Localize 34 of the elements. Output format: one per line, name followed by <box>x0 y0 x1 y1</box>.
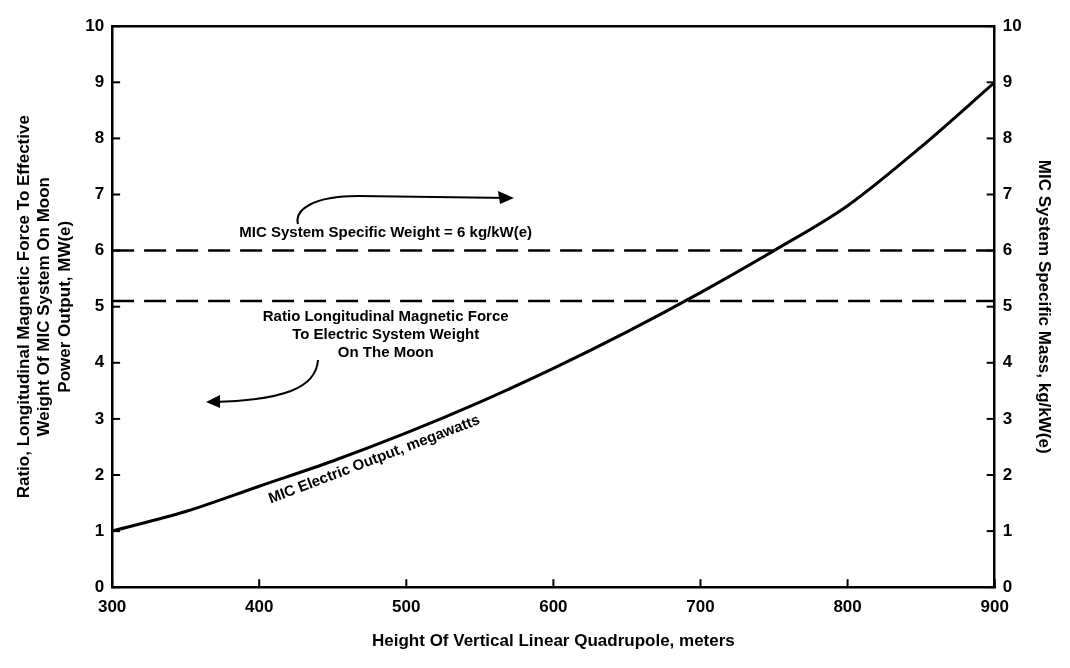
y2-tick-label: 2 <box>1002 464 1013 484</box>
y2-tick-label: 0 <box>1002 576 1013 596</box>
x-tick-label: 500 <box>392 597 421 617</box>
x-tick-label: 400 <box>245 597 274 617</box>
x-tick-label: 700 <box>686 597 715 617</box>
y-tick-label: 1 <box>94 520 105 540</box>
x-axis-title: Height Of Vertical Linear Quadrupole, meters <box>372 631 735 651</box>
y2-tick-label: 10 <box>1002 15 1022 35</box>
y-tick-label: 5 <box>94 296 105 316</box>
y-tick-label: 8 <box>94 128 105 148</box>
y2-tick-label: 1 <box>1002 520 1013 540</box>
y2-tick-label: 3 <box>1002 408 1013 428</box>
y2-tick-label: 8 <box>1002 128 1013 148</box>
y-tick-label: 10 <box>85 15 105 35</box>
y-tick-label: 0 <box>94 576 105 596</box>
y2-tick-label: 9 <box>1002 71 1013 91</box>
y2-tick-label: 7 <box>1002 184 1013 204</box>
y2-tick-label: 5 <box>1002 296 1013 316</box>
ref-line-label: MIC System Specific Weight = 6 kg/kW(e) <box>239 223 533 241</box>
x-tick-label: 600 <box>539 597 568 617</box>
y-tick-label: 6 <box>94 240 105 260</box>
y-tick-label: 3 <box>94 408 105 428</box>
y-tick-label: 7 <box>94 184 105 204</box>
x-tick-label: 900 <box>980 597 1009 617</box>
x-tick-label: 300 <box>97 597 127 617</box>
x-tick-label: 800 <box>833 597 862 617</box>
y2-tick-label: 6 <box>1002 240 1013 260</box>
y-tick-label: 4 <box>94 352 105 372</box>
y-tick-label: 2 <box>94 464 105 484</box>
y2-axis-title: MIC System Specific Mass, kg/kW(e) <box>1035 159 1055 454</box>
y2-tick-label: 4 <box>1002 352 1013 372</box>
ref-line-label: Ratio Longitudinal Magnetic Force To Electric System Weight On The Moon <box>262 306 509 360</box>
y-tick-label: 9 <box>94 71 105 91</box>
y-axis-title: Ratio, Longitudinal Magnetic Force To Effective Weight Of MIC System On Moon Power Output, MW(e) <box>13 115 74 499</box>
